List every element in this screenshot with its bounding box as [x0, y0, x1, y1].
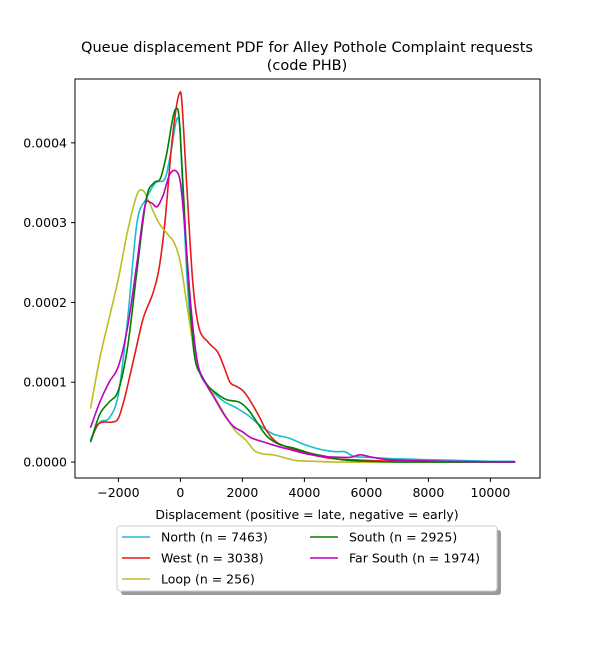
y-tick-label: 0.0003	[23, 215, 67, 230]
x-tick-label: −2000	[97, 485, 139, 500]
x-axis: −2000 0 2000 4000 6000 8000 10000	[97, 478, 510, 500]
series-line-3	[89, 107, 516, 463]
x-tick-label: 10000	[471, 485, 511, 500]
chart-title: Queue displacement PDF for Alley Pothole…	[81, 40, 533, 56]
legend-entry-label: Far South (n = 1974)	[349, 551, 480, 566]
y-tick-label: 0.0002	[23, 295, 67, 310]
series-lines	[89, 91, 516, 463]
x-axis-label: Displacement (positive = late, negative …	[155, 507, 458, 522]
legend: North (n = 7463) West (n = 3038) Loop (n =…	[116, 525, 501, 595]
legend-entry-label: West (n = 3038)	[161, 551, 264, 566]
series-line-4	[89, 169, 516, 463]
x-tick-label: 0	[176, 485, 184, 500]
chart-subtitle: (code PHB)	[267, 58, 348, 74]
series-line-1	[89, 91, 516, 463]
y-axis: 0.0000 0.0001 0.0002 0.0003 0.0004	[23, 135, 75, 470]
y-tick-label: 0.0004	[23, 135, 67, 150]
x-tick-label: 6000	[350, 485, 382, 500]
x-tick-label: 4000	[288, 485, 320, 500]
x-tick-label: 2000	[226, 485, 258, 500]
legend-entry-label: Loop (n = 256)	[161, 572, 255, 587]
x-tick-label: 8000	[412, 485, 444, 500]
legend-box	[116, 525, 498, 592]
legend-entry-label: South (n = 2925)	[349, 530, 457, 545]
series-line-2	[89, 188, 516, 463]
plot-area-frame	[74, 78, 541, 479]
y-tick-label: 0.0001	[23, 375, 67, 390]
y-tick-label: 0.0000	[23, 455, 67, 470]
legend-entry-label: North (n = 7463)	[161, 530, 268, 545]
